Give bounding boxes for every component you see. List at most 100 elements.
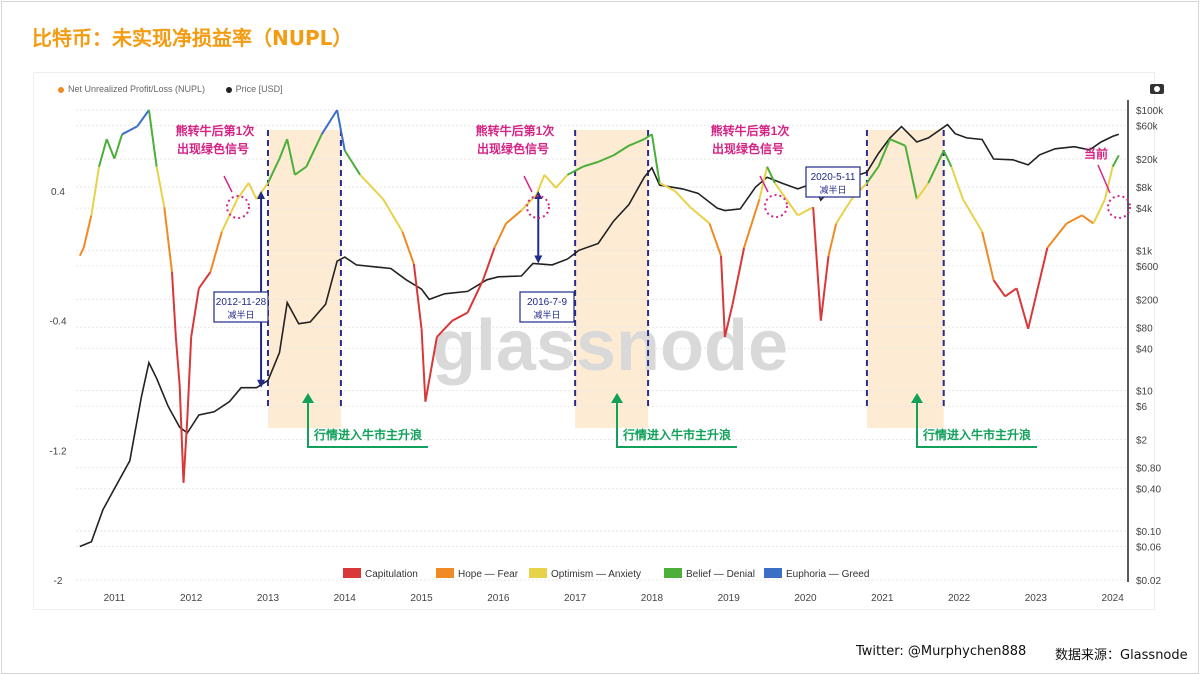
- legend-label-2: Optimism — Anxiety: [551, 569, 641, 580]
- signal-circle-3: [1107, 195, 1131, 219]
- nupl-segment-42: [493, 223, 507, 249]
- legend-item-nupl[interactable]: Net Unrealized Profit/Loss (NUPL): [58, 84, 205, 94]
- right-tick-14: $0.40: [1136, 485, 1161, 496]
- legend-price-label: Price [USD]: [235, 84, 283, 94]
- signal-arrow-0: [223, 175, 233, 193]
- nupl-segment-25: [278, 138, 289, 159]
- halving-box-0: [213, 291, 269, 323]
- right-tick-17: $0.02: [1136, 576, 1161, 587]
- legend-swatch-3: [664, 568, 682, 578]
- x-tick-2: 2013: [257, 593, 280, 604]
- camera-icon[interactable]: [1150, 84, 1164, 94]
- nupl-segment-89: [1066, 214, 1083, 225]
- right-tick-12: $2: [1136, 436, 1148, 447]
- nupl-segment-46: [543, 174, 557, 189]
- nupl-segment-6: [113, 134, 124, 159]
- left-tick-2: -1.2: [49, 446, 67, 457]
- footer-source: 数据来源：Glassnode: [1055, 648, 1188, 663]
- nupl-segment-62: [743, 198, 761, 249]
- footer-twitter: Twitter: @Murphychen888: [856, 644, 1027, 659]
- x-tick-11: 2022: [948, 593, 971, 604]
- nupl-segment-4: [98, 138, 108, 167]
- nupl-segment-93: [1111, 154, 1120, 168]
- legend-swatch-2: [529, 568, 547, 578]
- nupl-segment-35: [412, 263, 423, 329]
- nupl-segment-37: [424, 336, 438, 402]
- nupl-segment-57: [689, 206, 711, 225]
- nupl-segment-12: [170, 272, 177, 337]
- nupl-segment-71: [835, 198, 853, 224]
- right-tick-15: $0.10: [1136, 527, 1161, 538]
- wave-label-0: 行情进入牛市主升浪: [313, 427, 422, 442]
- legend-swatch-1: [436, 568, 454, 578]
- nupl-segment-18: [198, 271, 212, 289]
- nupl-segment-86: [1027, 296, 1037, 330]
- nupl-dot-icon: [58, 86, 64, 93]
- left-tick-0: 0.4: [51, 187, 65, 198]
- halving-label-2: 减半日: [819, 184, 846, 195]
- wave-label-1: 行情进入牛市主升浪: [622, 427, 731, 442]
- nupl-segment-22: [247, 182, 258, 200]
- nupl-segment-60: [723, 304, 734, 338]
- legend-label-0: Capitulation: [365, 569, 418, 580]
- legend-swatch-0: [343, 568, 361, 578]
- nupl-segment-29: [320, 109, 338, 135]
- nupl-segment-91: [1092, 198, 1106, 224]
- nupl-segment-24: [267, 158, 281, 184]
- nupl-segment-32: [359, 174, 384, 200]
- page-title: 比特币：未实现净损益率（NUPL）: [32, 26, 353, 50]
- x-tick-6: 2017: [564, 593, 587, 604]
- nupl-segment-56: [674, 190, 692, 208]
- x-tick-8: 2019: [718, 593, 741, 604]
- nupl-segment-43: [505, 209, 523, 225]
- signal-arrow-3: [1097, 164, 1111, 194]
- nupl-segment-66: [785, 198, 799, 216]
- nupl-segment-15: [182, 417, 189, 483]
- nupl-segment-64: [766, 166, 776, 184]
- legend-nupl-label: Net Unrealized Profit/Loss (NUPL): [68, 84, 206, 94]
- nupl-segment-9: [147, 109, 158, 167]
- left-tick-3: -2: [54, 576, 63, 587]
- nupl-segment-68: [812, 207, 822, 321]
- halving-arrowhead-bottom-1: [534, 255, 543, 264]
- nupl-segment-53: [643, 133, 653, 141]
- nupl-segment-69: [819, 255, 830, 321]
- x-tick-13: 2024: [1102, 593, 1125, 604]
- nupl-segment-82: [981, 231, 995, 281]
- right-tick-4: $4k: [1136, 204, 1153, 215]
- nupl-segment-16: [186, 336, 193, 418]
- nupl-segment-21: [236, 182, 250, 200]
- nupl-segment-61: [731, 247, 746, 305]
- nupl-segment-75: [889, 138, 906, 147]
- legend-label-4: Euphoria — Greed: [786, 569, 869, 580]
- nupl-segment-36: [420, 328, 427, 402]
- nupl-segment-26: [286, 138, 296, 176]
- right-tick-1: $60k: [1136, 122, 1159, 133]
- halving-arrowhead-top-0: [257, 191, 266, 200]
- nupl-segment-50: [597, 154, 614, 163]
- nupl-segment-78: [927, 150, 945, 184]
- price-line: [79, 123, 1120, 548]
- signal-arrow-2: [759, 175, 769, 193]
- halving-date-0: 2012-11-28: [216, 297, 267, 308]
- x-tick-1: 2012: [180, 593, 203, 604]
- right-tick-8: $80: [1136, 323, 1153, 334]
- halving-date-2: 2020-5-11: [811, 172, 856, 183]
- signal-text-line1-0: 熊转牛后第1次: [176, 123, 255, 138]
- signal-arrow-1: [523, 175, 533, 193]
- nupl-segment-47: [555, 174, 569, 189]
- wave-label-2: 行情进入牛市主升浪: [922, 427, 1031, 442]
- halving-label-0: 减半日: [227, 309, 254, 320]
- legend-swatch-4: [764, 568, 782, 578]
- right-tick-9: $40: [1136, 344, 1153, 355]
- nupl-segment-76: [904, 145, 918, 200]
- wave-arrowhead-2: [911, 393, 923, 403]
- nupl-segment-39: [451, 311, 469, 322]
- nupl-segment-85: [1015, 288, 1030, 330]
- nupl-segment-11: [163, 207, 173, 273]
- right-tick-11: $6: [1136, 402, 1148, 413]
- legend-item-price[interactable]: Price [USD]: [225, 84, 283, 94]
- nupl-segment-54: [650, 134, 661, 184]
